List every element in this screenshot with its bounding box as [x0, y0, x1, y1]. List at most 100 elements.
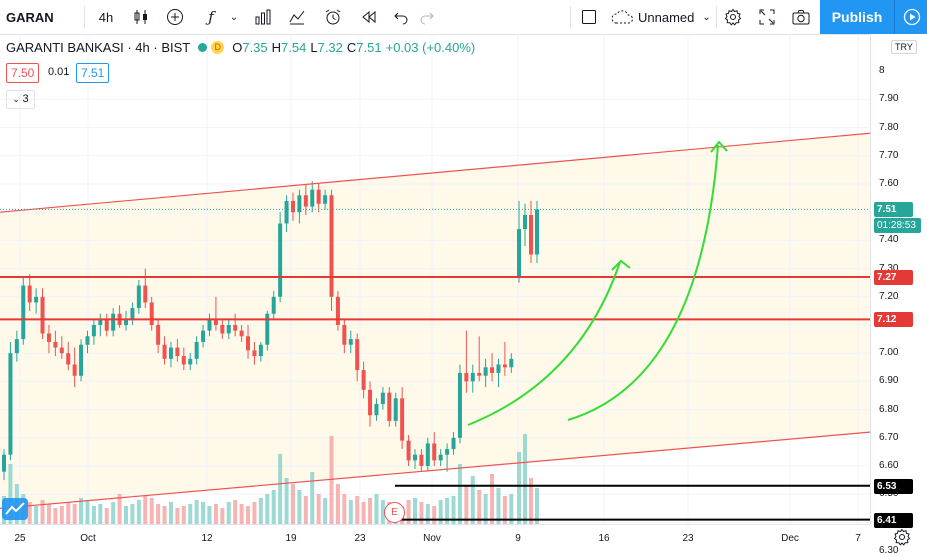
indicators-button[interactable]: ƒ — [198, 0, 224, 34]
chart-settings-button[interactable] — [893, 528, 913, 548]
symbol-label: GARAN — [6, 9, 54, 25]
price-tick-label: 7.20 — [879, 290, 899, 302]
price-tick-label: 8 — [879, 65, 885, 77]
toolbar-divider — [716, 6, 717, 28]
undo-button[interactable] — [390, 0, 412, 34]
earnings-event-badge[interactable]: E — [384, 502, 405, 523]
volume-bar — [425, 504, 430, 524]
candle-body — [278, 223, 283, 297]
candle-body — [98, 319, 103, 325]
templates-icon — [289, 10, 305, 25]
volume-bar — [464, 486, 469, 524]
candles-icon — [134, 10, 147, 24]
volume-bar — [72, 504, 77, 524]
replay-button[interactable] — [356, 0, 382, 34]
volume-bar — [149, 498, 154, 524]
sell-price-box[interactable]: 7.50 — [6, 63, 40, 83]
candle-body — [483, 367, 488, 376]
volume-bar — [529, 478, 533, 524]
candle-body — [34, 296, 39, 303]
chevron-down-icon: ⌄ — [12, 94, 23, 104]
volume-bar — [335, 484, 340, 524]
volume-bar — [457, 464, 462, 524]
candle-body — [509, 358, 514, 368]
indicators-dropdown[interactable]: ⌄ — [226, 0, 242, 34]
volume-bar — [194, 500, 199, 524]
dividend-badge[interactable]: D — [211, 41, 225, 54]
toolbar-divider — [84, 6, 85, 28]
candle-body — [79, 344, 84, 376]
low-label: L — [310, 40, 318, 55]
indicators-toggle[interactable]: ⌄ 3 — [6, 90, 35, 109]
compare-button[interactable] — [162, 0, 188, 34]
candle-body — [451, 437, 456, 450]
candle-body — [419, 454, 424, 466]
templates-button[interactable] — [284, 0, 310, 34]
tradingview-logo-icon — [2, 498, 28, 520]
settings-button[interactable] — [720, 0, 746, 34]
buy-price-box[interactable]: 7.51 — [76, 63, 110, 83]
candle-body — [207, 319, 212, 331]
time-tick-label: Dec — [781, 533, 799, 544]
candle-body — [438, 454, 443, 461]
price-axis[interactable]: 87.907.807.707.607.507.407.307.207.107.0… — [870, 34, 927, 556]
alert-button[interactable] — [320, 0, 346, 34]
candle-body — [490, 367, 495, 373]
candle-body — [46, 333, 51, 342]
function-icon: ƒ — [208, 8, 214, 26]
volume-bar — [162, 506, 167, 524]
candle-body — [393, 398, 398, 421]
time-tick-label: Oct — [80, 533, 96, 544]
channel-lower-line — [0, 431, 870, 509]
layout-name-button[interactable]: Unnamed ⌄ — [610, 0, 716, 34]
volume-bar — [85, 500, 90, 524]
price-axis-label: 7.51 — [874, 202, 913, 218]
candle-body — [252, 350, 257, 357]
volume-bar — [348, 500, 353, 524]
gear-icon — [893, 528, 911, 546]
fullscreen-button[interactable] — [754, 0, 780, 34]
candle-body — [175, 347, 180, 357]
time-tick-label: 12 — [201, 533, 213, 544]
volume-bar — [329, 436, 334, 524]
snapshot-button[interactable] — [788, 0, 814, 34]
time-axis[interactable]: 25 Oct 12 19 23 Nov 9 16 23 Dec 7 — [0, 524, 870, 557]
symbol-search[interactable]: GARAN — [6, 0, 80, 34]
volume-bar — [432, 506, 437, 524]
high-label: H — [271, 40, 282, 55]
redo-button[interactable] — [416, 0, 438, 34]
candle-body — [130, 308, 135, 320]
financials-button[interactable] — [250, 0, 276, 34]
select-layout-button[interactable] — [578, 0, 600, 34]
candle-body — [361, 370, 366, 390]
currency-badge[interactable]: TRY — [891, 40, 917, 54]
candle-body — [496, 364, 501, 373]
candle-body — [149, 302, 154, 325]
candle-body — [329, 195, 334, 297]
redo-icon — [420, 12, 434, 25]
candle-body — [136, 285, 141, 309]
candle-body — [303, 195, 308, 207]
publish-menu-button[interactable] — [894, 0, 927, 34]
candle-body — [290, 200, 295, 213]
undo-icon — [394, 12, 408, 25]
chart-style-button[interactable] — [128, 0, 154, 34]
volume-bar — [34, 506, 39, 524]
interval-button[interactable]: 4h — [92, 0, 120, 34]
price-tick-label: 7.80 — [879, 121, 899, 133]
tradingview-logo[interactable] — [2, 498, 30, 522]
layout-name: Unnamed — [638, 9, 695, 25]
plus-circle-icon — [167, 9, 183, 25]
volume-bar — [66, 502, 71, 524]
arrow-head — [611, 259, 631, 271]
price-chart[interactable] — [0, 34, 870, 524]
candle-body — [502, 364, 507, 368]
open-value: 7.35 — [242, 40, 268, 55]
candle-body — [323, 195, 328, 204]
publish-button[interactable]: Publish — [820, 0, 894, 34]
candle-body — [445, 449, 450, 455]
price-tick-label: 7.30 — [879, 262, 899, 274]
volume-bar — [284, 478, 289, 524]
candle-body — [368, 389, 373, 416]
camera-icon — [792, 10, 810, 25]
